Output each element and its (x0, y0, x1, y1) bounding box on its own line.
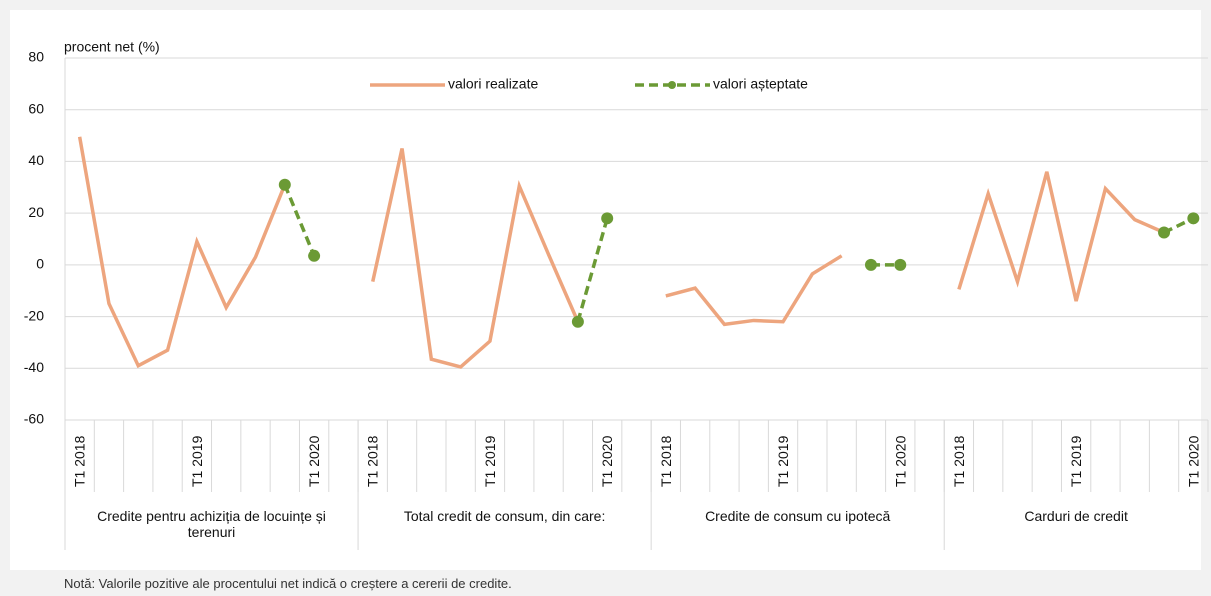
marker (1158, 226, 1171, 239)
x-tick-label: T1 2019 (189, 435, 205, 487)
marker (864, 258, 877, 271)
legend-label: valori realizate (448, 76, 538, 92)
y-tick-label: 40 (28, 152, 44, 168)
x-tick-label: T1 2019 (775, 435, 791, 487)
legend-label: valori așteptate (713, 76, 808, 92)
x-tick-label: T1 2019 (1068, 435, 1084, 487)
note: Notă: Valorile pozitive ale procentului … (64, 576, 512, 591)
marker (571, 315, 584, 328)
y-tick-label: 60 (28, 100, 44, 116)
legend-marker (668, 81, 676, 89)
line-series (77, 136, 287, 369)
line-series (576, 217, 609, 323)
y-tick-label: 0 (36, 256, 44, 272)
y-axis-label: procent net (%) (64, 39, 160, 55)
y-tick-label: 20 (28, 204, 44, 220)
x-tick-label: T1 2020 (1185, 435, 1201, 487)
marker (308, 249, 321, 262)
group-label: Credite de consum cu ipotecă (705, 508, 891, 524)
x-tick-label: T1 2018 (951, 435, 967, 487)
x-tick-label: T1 2020 (599, 435, 615, 487)
x-tick-label: T1 2020 (306, 435, 322, 487)
x-tick-label: T1 2020 (892, 435, 908, 487)
marker (278, 178, 291, 191)
group-label: Total credit de consum, din care: (403, 508, 606, 524)
x-tick-label: T1 2018 (658, 435, 674, 487)
group-label: Credite pentru achiziția de locuințe și … (97, 508, 326, 540)
line-series (371, 148, 580, 369)
marker (1187, 212, 1200, 225)
line-series (283, 184, 316, 257)
marker (894, 258, 907, 271)
x-tick-label: T1 2018 (72, 435, 88, 487)
y-tick-label: 80 (28, 49, 44, 65)
line-series (665, 254, 843, 327)
x-tick-label: T1 2019 (482, 435, 498, 487)
y-tick-label: -40 (24, 359, 44, 375)
y-tick-label: -60 (24, 411, 44, 427)
group-label: Carduri de credit (1024, 508, 1128, 524)
y-tick-label: -20 (24, 307, 44, 323)
marker (601, 212, 614, 225)
line-series (957, 171, 1165, 302)
x-tick-label: T1 2018 (365, 435, 381, 487)
